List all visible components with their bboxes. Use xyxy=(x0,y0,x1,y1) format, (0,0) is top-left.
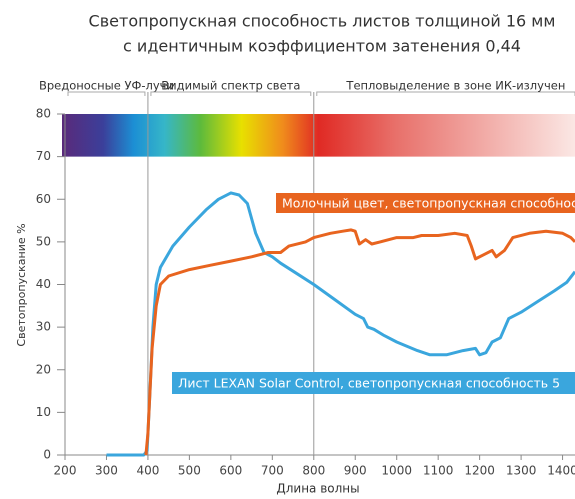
x-tick-label: 1000 xyxy=(381,464,412,478)
legend-label: Молочный цвет, светопропускная способнос… xyxy=(282,196,575,211)
x-tick-label: 200 xyxy=(54,464,77,478)
region-label: Видимый спектр света xyxy=(161,79,300,93)
x-tick-label: 800 xyxy=(302,464,325,478)
x-tick-label: 500 xyxy=(178,464,201,478)
x-tick-label: 300 xyxy=(95,464,118,478)
region-bracket xyxy=(316,91,575,96)
y-tick-label: 10 xyxy=(36,405,51,419)
region-bracket xyxy=(150,91,312,96)
spectrum-band xyxy=(62,114,575,157)
series-line xyxy=(106,191,575,457)
x-tick-label: 600 xyxy=(219,464,242,478)
chart-subtitle: с идентичным коэффициентом затенения 0,4… xyxy=(123,37,521,56)
y-tick-label: 0 xyxy=(43,448,51,462)
legend-box xyxy=(172,372,575,394)
series-line xyxy=(144,228,575,456)
plot-area xyxy=(106,191,575,457)
region-bracket xyxy=(67,91,146,96)
y-tick-label: 40 xyxy=(36,277,51,291)
x-tick-label: 400 xyxy=(136,464,159,478)
y-tick-label: 60 xyxy=(36,192,51,206)
y-tick-label: 80 xyxy=(36,107,51,121)
y-tick-label: 30 xyxy=(36,320,51,334)
region-label: Тепловыделение в зоне ИК-излучен xyxy=(345,79,565,93)
legend-box xyxy=(276,193,575,213)
y-tick-label: 50 xyxy=(36,234,51,248)
x-tick-label: 1100 xyxy=(423,464,454,478)
x-axis-label: Длина волны xyxy=(276,482,359,496)
y-tick-label: 70 xyxy=(36,149,51,163)
legend-label: Лист LEXAN Solar Control, светопропускна… xyxy=(178,376,560,391)
x-tick-label: 1300 xyxy=(506,464,537,478)
y-tick-label: 20 xyxy=(36,362,51,376)
x-tick-label: 700 xyxy=(261,464,284,478)
region-label: Вредоносные УФ-лучи xyxy=(39,79,174,93)
x-tick-label: 1400 xyxy=(547,464,575,478)
x-tick-label: 1200 xyxy=(464,464,495,478)
x-tick-label: 900 xyxy=(344,464,367,478)
y-axis-label: Светопропускание % xyxy=(15,223,28,346)
chart-title: Светопропускная способность листов толщи… xyxy=(89,12,556,31)
